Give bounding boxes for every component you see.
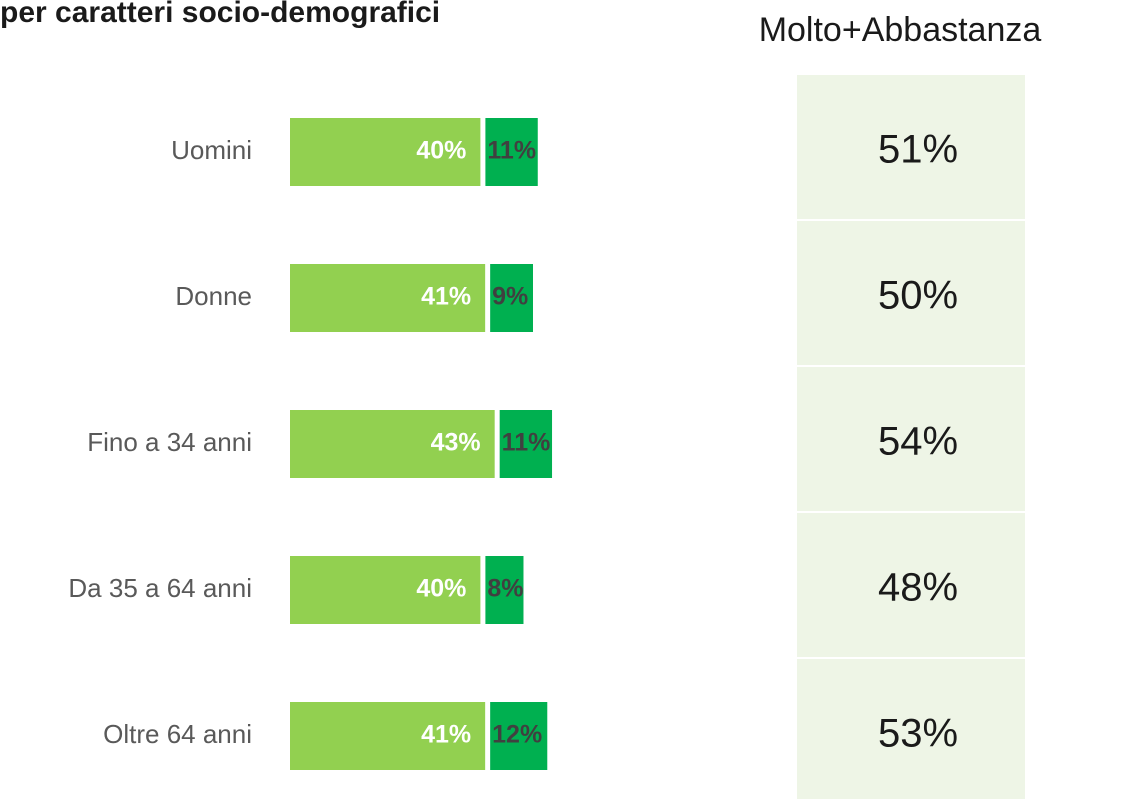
bar-segment	[290, 118, 481, 186]
total-cell	[797, 75, 1025, 219]
value-label: 11%	[502, 429, 551, 457]
total-cell	[797, 513, 1025, 657]
bar-segment	[490, 702, 548, 770]
value-label: 11%	[487, 137, 536, 165]
bar-segment	[490, 264, 533, 332]
value-label: 40%	[416, 575, 466, 603]
bar-segment	[290, 702, 486, 770]
value-label: 9%	[492, 283, 528, 311]
total-value: 53%	[878, 712, 958, 756]
category-label: Uomini	[171, 135, 252, 165]
category-label: Oltre 64 anni	[103, 719, 252, 749]
total-value: 51%	[878, 128, 958, 172]
total-cell	[797, 367, 1025, 511]
bar-segment	[485, 118, 538, 186]
total-value: 48%	[878, 566, 958, 610]
bar-segment	[499, 410, 553, 478]
totals-header: Molto+Abbastanza	[759, 11, 1042, 49]
value-label: 43%	[431, 429, 481, 457]
category-label: Donne	[175, 281, 252, 311]
bar-segment	[290, 264, 486, 332]
chart-title: per caratteri socio-demografici	[0, 0, 440, 29]
value-label: 8%	[487, 575, 523, 603]
value-label: 12%	[492, 721, 542, 749]
total-value: 54%	[878, 420, 958, 464]
value-label: 40%	[416, 137, 466, 165]
total-cell	[797, 221, 1025, 365]
total-cell	[797, 659, 1025, 799]
bar-segment	[485, 556, 524, 624]
bar-segment	[290, 410, 495, 478]
category-label: Fino a 34 anni	[87, 427, 252, 457]
total-value: 50%	[878, 274, 958, 318]
category-label: Da 35 a 64 anni	[68, 573, 252, 603]
value-label: 41%	[421, 721, 471, 749]
bar-segment	[290, 556, 481, 624]
value-label: 41%	[421, 283, 471, 311]
